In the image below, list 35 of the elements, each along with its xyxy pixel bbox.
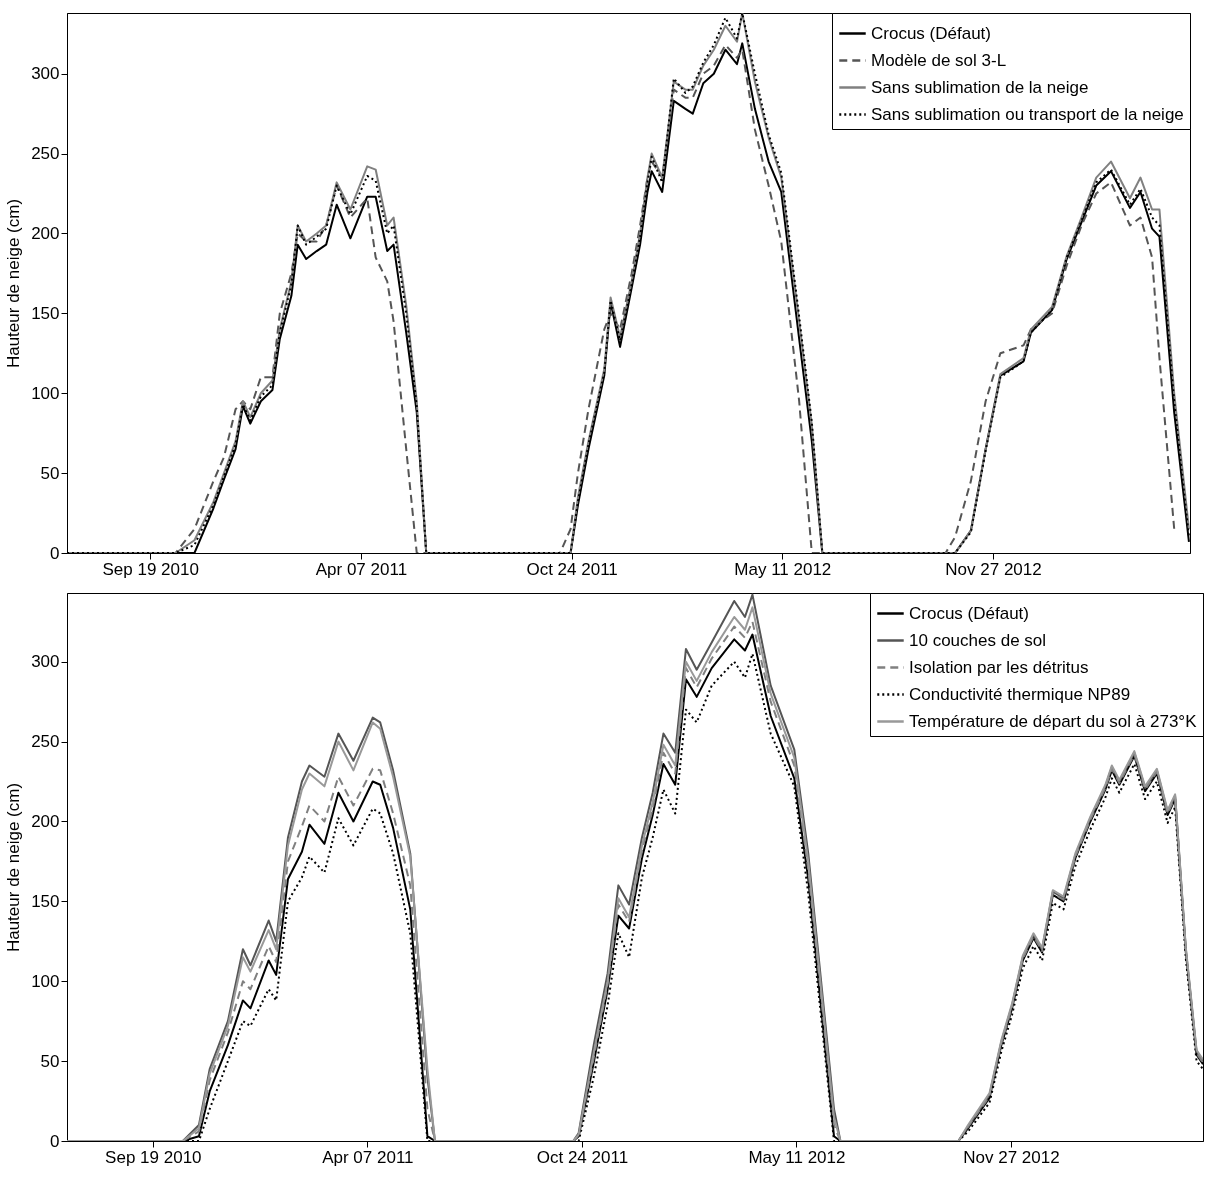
y-tick-label: 100 <box>31 971 60 991</box>
y-tick-label: 300 <box>31 64 60 84</box>
legend-label: Sans sublimation ou transport de la neige <box>871 104 1184 124</box>
y-tick-label: 200 <box>31 811 60 831</box>
y-tick-label: 250 <box>31 144 60 164</box>
y-tick-label: 150 <box>31 891 60 911</box>
x-tick-label: May 11 2012 <box>734 559 832 579</box>
legend-label: Sans sublimation de la neige <box>871 77 1089 97</box>
y-tick-label: 300 <box>31 652 60 672</box>
y-axis-title: Hauteur de neige (cm) <box>4 782 24 953</box>
y-axis-title: Hauteur de neige (cm) <box>4 198 24 369</box>
legend-label: Crocus (Défaut) <box>871 23 991 43</box>
legend-label: Crocus (Défaut) <box>909 603 1029 623</box>
legend-label: Conductivité thermique NP89 <box>909 684 1131 704</box>
x-tick-label: May 11 2012 <box>748 1147 846 1167</box>
y-tick-label: 100 <box>31 383 60 403</box>
x-tick-label: Sep 19 2010 <box>102 559 199 579</box>
legend-label: 10 couches de sol <box>909 630 1047 650</box>
x-tick-label: Nov 27 2012 <box>945 559 1042 579</box>
y-tick-label: 50 <box>40 1051 60 1071</box>
legend-label: Modèle de sol 3-L <box>871 50 1007 70</box>
legend-label: Isolation par les détritus <box>909 657 1089 677</box>
x-tick-label: Apr 07 2011 <box>322 1147 414 1167</box>
legend-label: Température de départ du sol à 273°K <box>909 711 1198 731</box>
y-tick-label: 200 <box>31 223 60 243</box>
x-tick-label: Apr 07 2011 <box>315 559 408 579</box>
y-tick-label: 250 <box>31 732 60 752</box>
y-tick-label: 0 <box>50 1131 60 1151</box>
y-tick-label: 50 <box>40 463 60 483</box>
x-tick-label: Oct 24 2011 <box>526 559 618 579</box>
y-tick-label: 150 <box>31 303 60 323</box>
y-tick-label: 0 <box>50 543 60 563</box>
x-tick-label: Sep 19 2010 <box>105 1147 202 1167</box>
x-tick-label: Oct 24 2011 <box>536 1147 629 1167</box>
x-tick-label: Nov 27 2012 <box>963 1147 1060 1167</box>
